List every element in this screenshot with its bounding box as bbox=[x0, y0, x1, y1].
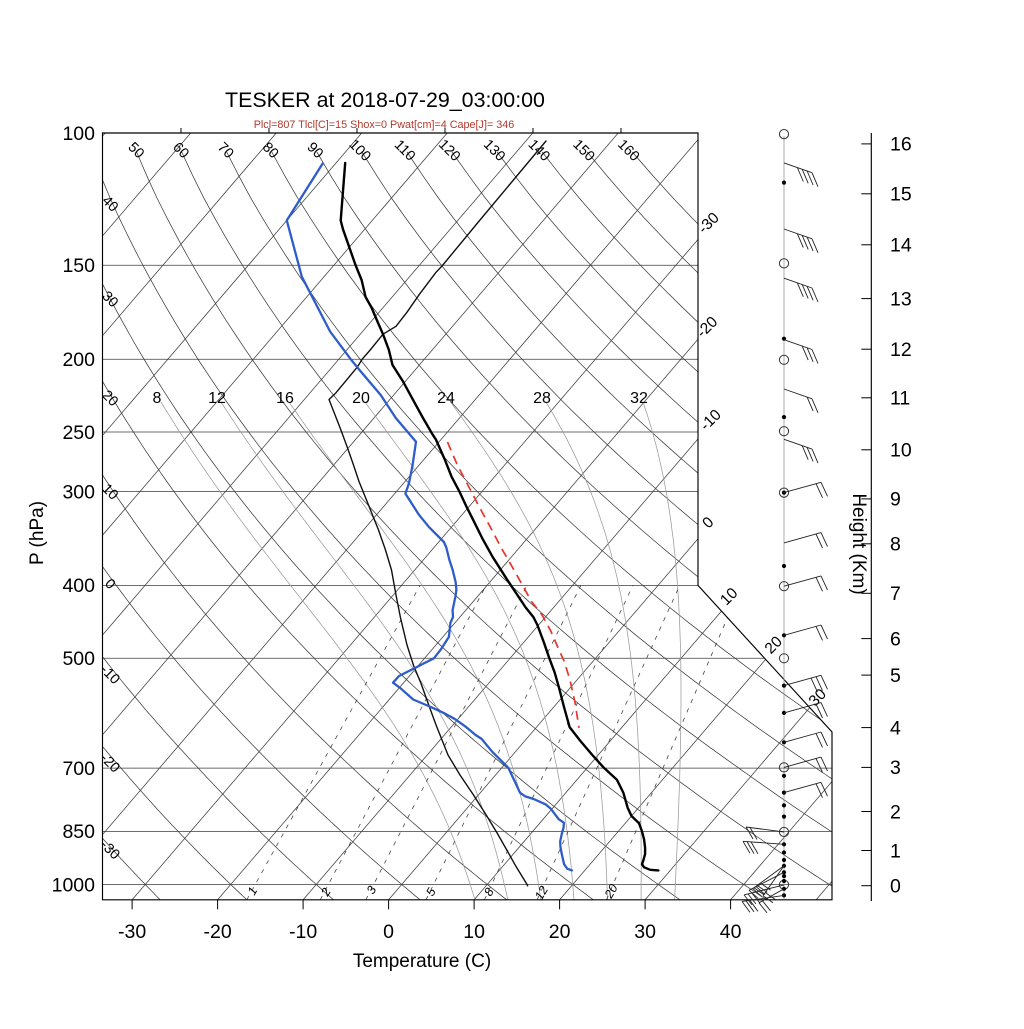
svg-text:Plcl=807 Tlcl[C]=15 Shox=0 Pwa: Plcl=807 Tlcl[C]=15 Shox=0 Pwat[cm]=4 Ca… bbox=[254, 119, 515, 131]
svg-text:-20: -20 bbox=[204, 921, 232, 943]
svg-text:12: 12 bbox=[208, 390, 226, 407]
svg-text:32: 32 bbox=[630, 390, 648, 407]
svg-text:2: 2 bbox=[890, 801, 901, 823]
svg-text:16: 16 bbox=[890, 134, 912, 156]
svg-text:0: 0 bbox=[890, 876, 901, 898]
svg-text:12: 12 bbox=[532, 883, 551, 902]
svg-text:TESKER at 2018-07-29_03:00:00: TESKER at 2018-07-29_03:00:00 bbox=[225, 88, 545, 112]
svg-text:8: 8 bbox=[153, 390, 162, 407]
svg-text:8: 8 bbox=[890, 534, 901, 556]
svg-text:200: 200 bbox=[62, 349, 95, 371]
svg-text:20: 20 bbox=[601, 882, 621, 902]
svg-text:16: 16 bbox=[276, 390, 294, 407]
svg-text:Temperature (C): Temperature (C) bbox=[353, 951, 491, 972]
svg-text:20: 20 bbox=[352, 390, 370, 407]
svg-text:7: 7 bbox=[890, 583, 901, 605]
svg-text:14: 14 bbox=[890, 235, 912, 257]
svg-text:10: 10 bbox=[890, 440, 912, 462]
svg-text:250: 250 bbox=[62, 422, 95, 444]
svg-text:13: 13 bbox=[890, 288, 912, 310]
svg-text:4: 4 bbox=[890, 717, 901, 739]
svg-text:28: 28 bbox=[533, 390, 551, 407]
svg-text:1000: 1000 bbox=[52, 874, 96, 896]
svg-text:9: 9 bbox=[890, 489, 901, 511]
svg-text:30: 30 bbox=[634, 921, 656, 943]
svg-text:1: 1 bbox=[890, 840, 901, 862]
svg-text:5: 5 bbox=[890, 665, 901, 687]
svg-text:20: 20 bbox=[549, 921, 571, 943]
svg-text:150: 150 bbox=[62, 255, 95, 277]
svg-text:0: 0 bbox=[383, 921, 394, 943]
svg-text:12: 12 bbox=[890, 339, 912, 361]
svg-text:-30: -30 bbox=[118, 921, 146, 943]
svg-text:15: 15 bbox=[890, 184, 912, 206]
svg-text:700: 700 bbox=[62, 758, 95, 780]
svg-text:11: 11 bbox=[890, 388, 910, 410]
svg-text:6: 6 bbox=[890, 628, 901, 650]
svg-text:500: 500 bbox=[62, 648, 95, 670]
svg-text:10: 10 bbox=[463, 921, 485, 943]
svg-text:-10: -10 bbox=[289, 921, 317, 943]
svg-text:40: 40 bbox=[720, 921, 742, 943]
svg-text:P (hPa): P (hPa) bbox=[27, 501, 48, 565]
svg-text:300: 300 bbox=[62, 481, 95, 503]
svg-text:850: 850 bbox=[62, 821, 95, 843]
svg-text:100: 100 bbox=[62, 123, 95, 145]
svg-text:24: 24 bbox=[437, 390, 455, 407]
svg-text:Height (Km): Height (Km) bbox=[848, 493, 869, 594]
svg-text:400: 400 bbox=[62, 575, 95, 597]
svg-text:3: 3 bbox=[890, 757, 901, 779]
